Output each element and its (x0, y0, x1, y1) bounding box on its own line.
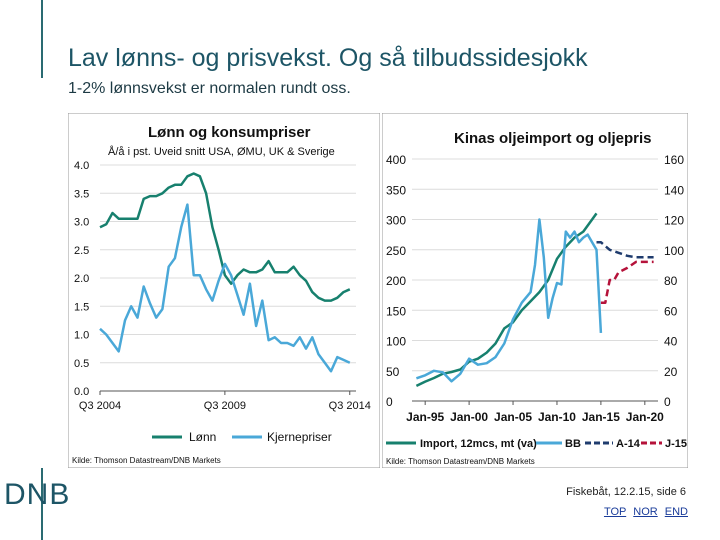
chart2-ytick-right-label: 20 (664, 365, 678, 379)
link-top[interactable]: TOP (603, 506, 627, 518)
chart2-title: Kinas oljeimport og oljepris (454, 130, 652, 147)
legend-label-kjernepriser: Kjernepriser (267, 430, 332, 444)
chart2-xtick-label: Jan-10 (538, 410, 576, 424)
chart2-series-line-import (415, 212, 598, 388)
footer-links: TOP NOR END (600, 506, 688, 518)
legend-label-bb: BB (565, 438, 581, 450)
chart1-ytick-label: 1.0 (74, 330, 89, 342)
chart2-ytick-right-label: 120 (664, 214, 684, 228)
chart2-ytick-left-label: 200 (386, 274, 406, 288)
chart2-ytick-left-label: 100 (386, 335, 406, 349)
legend-label-import: Import, 12mcs, mt (va) (420, 438, 537, 450)
chart2-ytick-right-label: 60 (664, 304, 678, 318)
chart1-xtick-label: Q3 2004 (79, 400, 121, 412)
chart2-ytick-left-label: 50 (386, 365, 400, 379)
chart1-ytick-label: 2.5 (74, 245, 89, 257)
legend-label-j15: J-15 (665, 438, 687, 450)
chart2-xtick-label: Jan-05 (494, 410, 532, 424)
legend-label-a14: A-14 (616, 438, 641, 450)
chart-kinas-oljeimport: Kinas oljeimport og oljepris 40035030025… (382, 113, 688, 468)
chart2-ytick-right-label: 40 (664, 335, 678, 349)
slide-subtitle: 1-2% lønnsvekst er normalen rundt oss. (68, 80, 351, 97)
chart1-ytick-label: 0.5 (74, 358, 89, 370)
chart2-ytick-left-label: 350 (386, 183, 406, 197)
chart2-ytick-right-label: 80 (664, 274, 678, 288)
chart2-series-line-bb (415, 218, 603, 383)
link-end[interactable]: END (664, 506, 688, 518)
chart2-xtick-label: Jan-15 (582, 410, 620, 424)
chart2-ytick-right-label: 0 (664, 395, 671, 409)
slide-title: Lav lønns- og prisvekst. Og så tilbudssi… (68, 44, 588, 72)
chart2-ytick-right-label: 140 (664, 183, 684, 197)
chart2-xtick-label: Jan-20 (626, 410, 664, 424)
chart2-series-line-a14 (596, 240, 654, 259)
chart1-ytick-label: 4.0 (74, 160, 89, 172)
chart2-series-line-j15 (600, 260, 654, 304)
chart2-ytick-left-label: 300 (386, 214, 406, 228)
chart2-ytick-left-label: 0 (386, 395, 393, 409)
chart1-title: Lønn og konsumpriser (148, 124, 311, 141)
chart1-ytick-label: 2.0 (74, 273, 89, 285)
chart1-series-line-lonn (99, 172, 351, 302)
chart1-ytick-label: 0.0 (74, 386, 89, 398)
accent-line-bottom (41, 468, 43, 540)
accent-line-top (41, 0, 43, 78)
chart1-xtick-label: Q3 2014 (329, 400, 371, 412)
chart2-xtick-label: Jan-00 (450, 410, 488, 424)
chart1-xtick-label: Q3 2009 (204, 400, 246, 412)
chart2-ytick-left-label: 400 (386, 153, 406, 167)
chart2-ytick-right-label: 100 (664, 244, 684, 258)
chart2-ytick-left-label: 150 (386, 304, 406, 318)
dnb-logo: DNB (4, 478, 71, 511)
chart-lonn-og-konsumpriser: Lønn og konsumpriser Å/å i pst. Uveid sn… (68, 113, 380, 468)
chart1-series-line-kjernepriser (99, 203, 351, 373)
chart2-ytick-right-label: 160 (664, 153, 684, 167)
chart1-source: Kilde: Thomson Datastream/DNB Markets (72, 456, 221, 465)
legend-label-lonn: Lønn (189, 430, 216, 444)
link-nor[interactable]: NOR (633, 506, 658, 518)
chart1-ytick-label: 1.5 (74, 301, 89, 313)
chart1-ytick-label: 3.0 (74, 217, 89, 229)
chart1-subtitle: Å/å i pst. Uveid snitt USA, ØMU, UK & Sv… (108, 145, 335, 158)
chart2-source: Kilde: Thomson Datastream/DNB Markets (386, 457, 535, 466)
chart1-ytick-label: 3.5 (74, 188, 89, 200)
chart2-ytick-left-label: 250 (386, 244, 406, 258)
chart2-xtick-label: Jan-95 (406, 410, 444, 424)
footer-text: Fiskebåt, 12.2.15, side 6 (566, 486, 686, 498)
